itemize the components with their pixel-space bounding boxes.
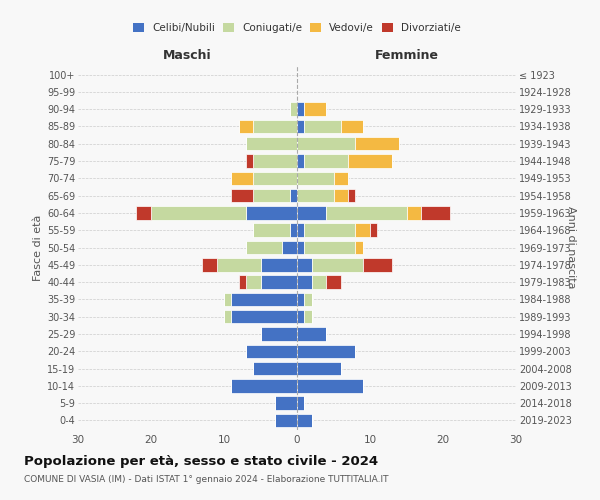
Bar (232, 379, 297, 392)
Bar (246, 344, 297, 358)
Text: Maschi: Maschi (163, 50, 212, 62)
Bar (217, 258, 260, 272)
Bar (151, 206, 246, 220)
Bar (355, 241, 362, 254)
Bar (304, 102, 326, 116)
Bar (246, 206, 297, 220)
Bar (260, 258, 297, 272)
Bar (297, 137, 355, 150)
Bar (297, 120, 304, 133)
Bar (246, 154, 253, 168)
Bar (297, 189, 334, 202)
Bar (297, 292, 304, 306)
Bar (362, 258, 392, 272)
Bar (246, 241, 283, 254)
Bar (253, 189, 290, 202)
Bar (297, 102, 304, 116)
Y-axis label: Anni di nascita: Anni di nascita (566, 206, 576, 289)
Bar (297, 154, 304, 168)
Legend: Celibi/Nubili, Coniugati/e, Vedovi/e, Divorziati/e: Celibi/Nubili, Coniugati/e, Vedovi/e, Di… (129, 19, 465, 38)
Bar (290, 224, 297, 237)
Bar (326, 276, 341, 289)
Bar (232, 172, 253, 185)
Bar (232, 310, 297, 324)
Bar (224, 292, 232, 306)
Bar (297, 396, 304, 410)
Bar (136, 206, 151, 220)
Bar (355, 137, 399, 150)
Bar (297, 241, 304, 254)
Bar (304, 310, 311, 324)
Bar (253, 362, 297, 376)
Bar (421, 206, 450, 220)
Bar (275, 414, 297, 427)
Bar (290, 102, 297, 116)
Bar (246, 137, 297, 150)
Bar (297, 172, 334, 185)
Bar (232, 189, 253, 202)
Bar (202, 258, 217, 272)
Bar (341, 120, 362, 133)
Text: COMUNE DI VASIA (IM) - Dati ISTAT 1° gennaio 2024 - Elaborazione TUTTITALIA.IT: COMUNE DI VASIA (IM) - Dati ISTAT 1° gen… (24, 475, 389, 484)
Bar (297, 258, 311, 272)
Bar (355, 224, 370, 237)
Y-axis label: Fasce di età: Fasce di età (32, 214, 43, 280)
Bar (326, 206, 407, 220)
Bar (260, 276, 297, 289)
Bar (297, 379, 362, 392)
Bar (253, 154, 297, 168)
Bar (253, 120, 297, 133)
Bar (297, 414, 311, 427)
Text: Popolazione per età, sesso e stato civile - 2024: Popolazione per età, sesso e stato civil… (24, 455, 378, 468)
Bar (275, 396, 297, 410)
Bar (348, 189, 355, 202)
Bar (297, 327, 326, 340)
Bar (304, 241, 355, 254)
Bar (297, 362, 341, 376)
Bar (297, 276, 311, 289)
Bar (290, 189, 297, 202)
Bar (297, 344, 355, 358)
Bar (224, 310, 232, 324)
Bar (297, 224, 304, 237)
Bar (334, 189, 348, 202)
Text: Femmine: Femmine (374, 50, 439, 62)
Bar (407, 206, 421, 220)
Bar (283, 241, 297, 254)
Bar (297, 206, 326, 220)
Bar (297, 310, 304, 324)
Bar (246, 276, 260, 289)
Bar (348, 154, 392, 168)
Bar (304, 292, 311, 306)
Bar (253, 172, 297, 185)
Bar (311, 276, 326, 289)
Bar (304, 224, 355, 237)
Bar (304, 154, 348, 168)
Bar (253, 224, 290, 237)
Bar (370, 224, 377, 237)
Bar (260, 327, 297, 340)
Bar (239, 120, 253, 133)
Bar (232, 292, 297, 306)
Bar (334, 172, 348, 185)
Bar (311, 258, 363, 272)
Bar (239, 276, 246, 289)
Bar (304, 120, 341, 133)
